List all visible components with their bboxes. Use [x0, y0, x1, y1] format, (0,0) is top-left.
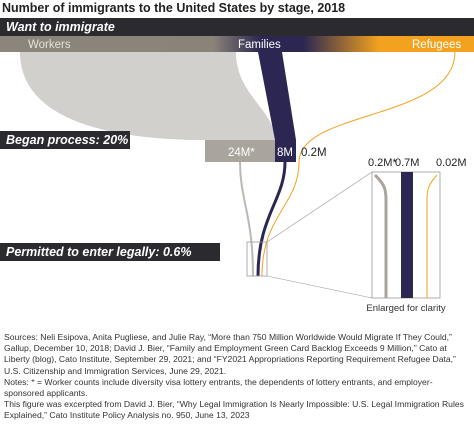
group-label: Workers	[28, 39, 71, 51]
families-box	[275, 140, 296, 162]
group-label: Refugees	[412, 39, 461, 51]
excerpt: This figure was excerpted from David J. …	[4, 399, 464, 421]
stage-label: Began process: 20%	[6, 133, 128, 147]
stage-bar	[0, 131, 130, 149]
count-label: 24M*	[228, 147, 255, 159]
families-flow	[258, 52, 296, 140]
families-flow	[256, 161, 287, 277]
refugees-flow	[261, 161, 300, 277]
count-label: 0.2M*	[368, 157, 397, 169]
count-label: 8M	[277, 147, 293, 159]
footer: Sources: Neli Esipova, Anita Pugliese, a…	[4, 332, 470, 422]
workers-flow	[239, 161, 254, 277]
workers-box	[205, 140, 275, 162]
sources: Sources: Neli Esipova, Anita Pugliese, a…	[4, 332, 456, 376]
stage-label: Want to immigrate	[6, 20, 115, 34]
count-label: 0.7M	[395, 157, 419, 169]
refugees-flow	[426, 174, 438, 298]
workers-flow	[373, 173, 388, 298]
stage-bar	[0, 18, 474, 36]
stage-label: Permitted to enter legally: 0.6%	[6, 245, 191, 259]
diagram: Number of immigrants to the United State…	[0, 1, 474, 314]
group-bar	[0, 36, 474, 52]
zoom-connector	[266, 171, 373, 243]
refugees-flow	[298, 51, 456, 163]
families-flow	[401, 172, 413, 298]
count-label: 0.02M	[436, 157, 467, 169]
stage-bar	[0, 243, 220, 261]
notes: Notes: * = Worker counts include diversi…	[4, 376, 433, 399]
zoom-connector	[266, 275, 373, 299]
count-label: 0.2M	[301, 147, 327, 159]
zoom-box	[246, 241, 268, 277]
workers-flow	[20, 52, 275, 140]
note: Enlarged for clarity	[366, 303, 445, 314]
group-label: Families	[238, 39, 281, 51]
title: Number of immigrants to the United State…	[2, 1, 345, 15]
